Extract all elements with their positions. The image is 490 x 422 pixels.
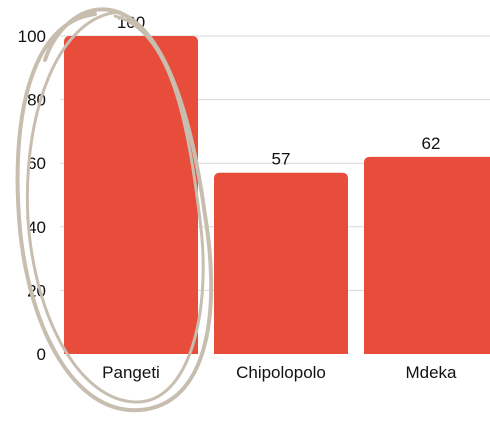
bar-pangeti <box>64 36 198 354</box>
y-tick-label: 40 <box>27 218 46 237</box>
highlight-circle-stroke-inner <box>25 10 205 404</box>
category-label: Pangeti <box>102 363 160 382</box>
x-axis-category-labels: Pangeti Chipolopolo Mdeka <box>102 363 457 382</box>
data-label: 57 <box>272 150 291 169</box>
y-tick-label: 0 <box>37 345 46 364</box>
category-label: Chipolopolo <box>236 363 326 382</box>
bars <box>64 36 490 354</box>
data-label: 62 <box>422 134 441 153</box>
bar-mdeka <box>364 156 490 354</box>
category-label: Mdeka <box>405 363 457 382</box>
highlight-circle-stroke-outer <box>15 7 214 413</box>
y-tick-label: 60 <box>27 154 46 173</box>
y-tick-label: 100 <box>18 27 46 46</box>
bar-chipolopolo <box>214 172 348 354</box>
highlight-circle-annotation <box>15 7 214 413</box>
